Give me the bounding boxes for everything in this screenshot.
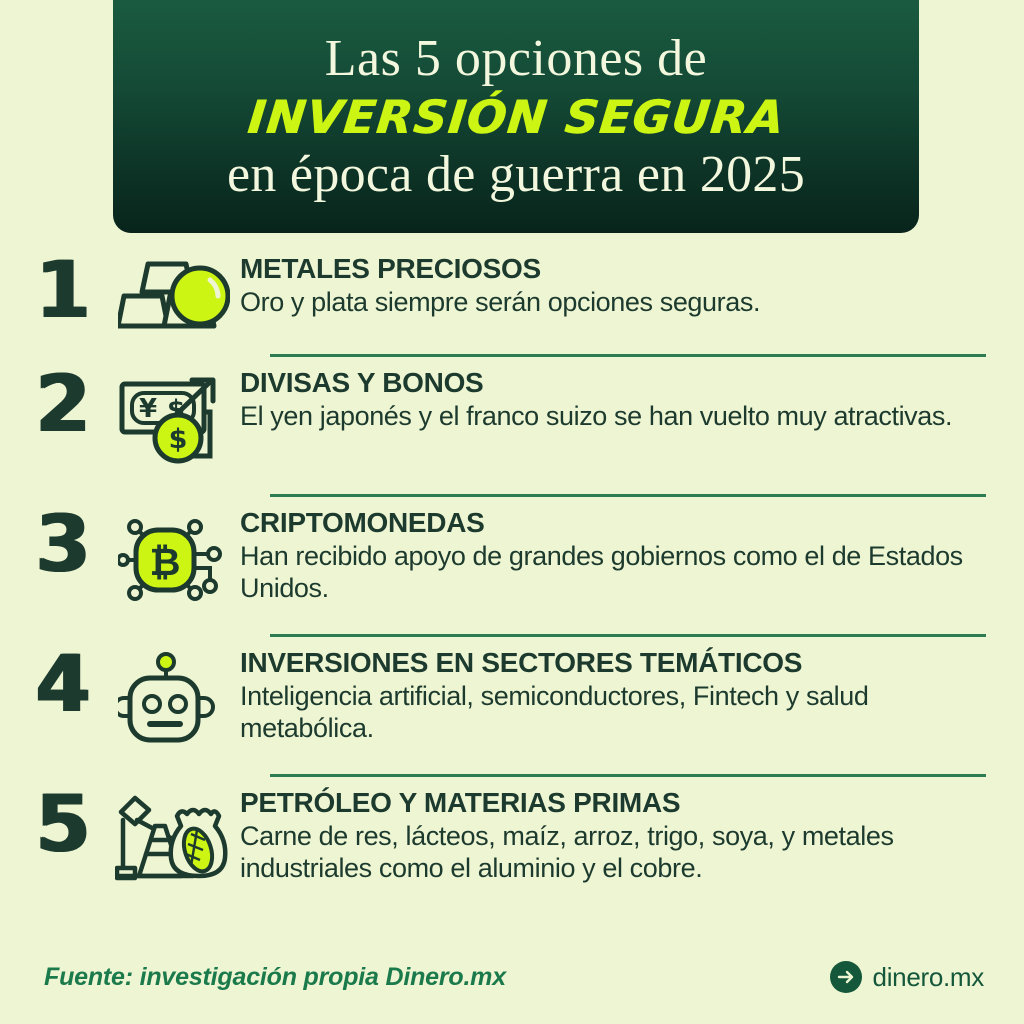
item-text: INVERSIONES EN SECTORES TEMÁTICOS Inteli… (234, 646, 988, 745)
header-title-highlight: INVERSIÓN SEGURA (244, 89, 788, 144)
item-description: Han recibido apoyo de grandes gobiernos … (240, 540, 963, 603)
item-number: 5 (36, 780, 90, 870)
gold-bars-icon (114, 252, 234, 336)
item-title: DIVISAS Y BONOS (240, 367, 484, 398)
item-text: CRIPTOMONEDAS Han recibido apoyo de gran… (234, 506, 988, 605)
item-description: El yen japonés y el franco suizo se han … (240, 400, 953, 431)
item-description: Inteligencia artificial, semiconductores… (240, 680, 869, 743)
options-list: 1 METALES PRECIOSOS Oro y plata siempre … (0, 252, 1024, 904)
divider (270, 774, 986, 777)
brand-name: dinero.mx (872, 961, 985, 992)
item-title: CRIPTOMONEDAS (240, 507, 485, 538)
svg-text:₿: ₿ (150, 540, 181, 584)
arrow-right-circle-icon (829, 960, 863, 994)
item-number: 4 (36, 640, 90, 730)
item-title: INVERSIONES EN SECTORES TEMÁTICOS (240, 647, 803, 678)
footer: Fuente: investigación propia Dinero.mx d… (0, 952, 1024, 1002)
source-text: Fuente: investigación propia Dinero.mx (44, 962, 506, 991)
divider (270, 354, 986, 357)
item-text: PETRÓLEO Y MATERIAS PRIMAS Carne de res,… (234, 786, 988, 885)
divider (270, 634, 986, 637)
list-item: 2 ¥ $ $ DIVISAS Y BONOS El yen japonés y… (0, 366, 1024, 484)
item-title: METALES PRECIOSOS (240, 253, 541, 284)
oil-pump-sack-icon (114, 786, 234, 885)
bitcoin-chip-icon: ₿ (114, 506, 234, 610)
brand-logo[interactable]: dinero.mx (829, 960, 984, 994)
list-item: 3 ₿ (0, 506, 1024, 624)
banknote-growth-icon: ¥ $ $ (114, 366, 234, 465)
header-title-line1: Las 5 opciones de (324, 29, 708, 87)
list-item: 5 (0, 786, 1024, 904)
item-text: METALES PRECIOSOS Oro y plata siempre se… (234, 252, 988, 319)
item-number: 1 (36, 246, 90, 336)
item-title: PETRÓLEO Y MATERIAS PRIMAS (240, 787, 681, 818)
item-description: Oro y plata siempre serán opciones segur… (240, 286, 761, 317)
robot-head-icon (114, 646, 234, 750)
list-item: 4 INVERSIONES EN SECTORES TEMÁTICOS Inte… (0, 646, 1024, 764)
item-number: 3 (36, 500, 90, 590)
header-banner: Las 5 opciones de INVERSIÓN SEGURA en ép… (113, 0, 919, 233)
list-item: 1 METALES PRECIOSOS Oro y plata siempre … (0, 252, 1024, 344)
item-text: DIVISAS Y BONOS El yen japonés y el fran… (234, 366, 988, 433)
svg-text:$: $ (169, 424, 188, 455)
header-title-line3: en época de guerra en 2025 (226, 146, 806, 204)
item-number: 2 (36, 360, 90, 450)
divider (270, 494, 986, 497)
item-description: Carne de res, lácteos, maíz, arroz, trig… (240, 820, 894, 883)
svg-text:¥: ¥ (139, 394, 157, 424)
